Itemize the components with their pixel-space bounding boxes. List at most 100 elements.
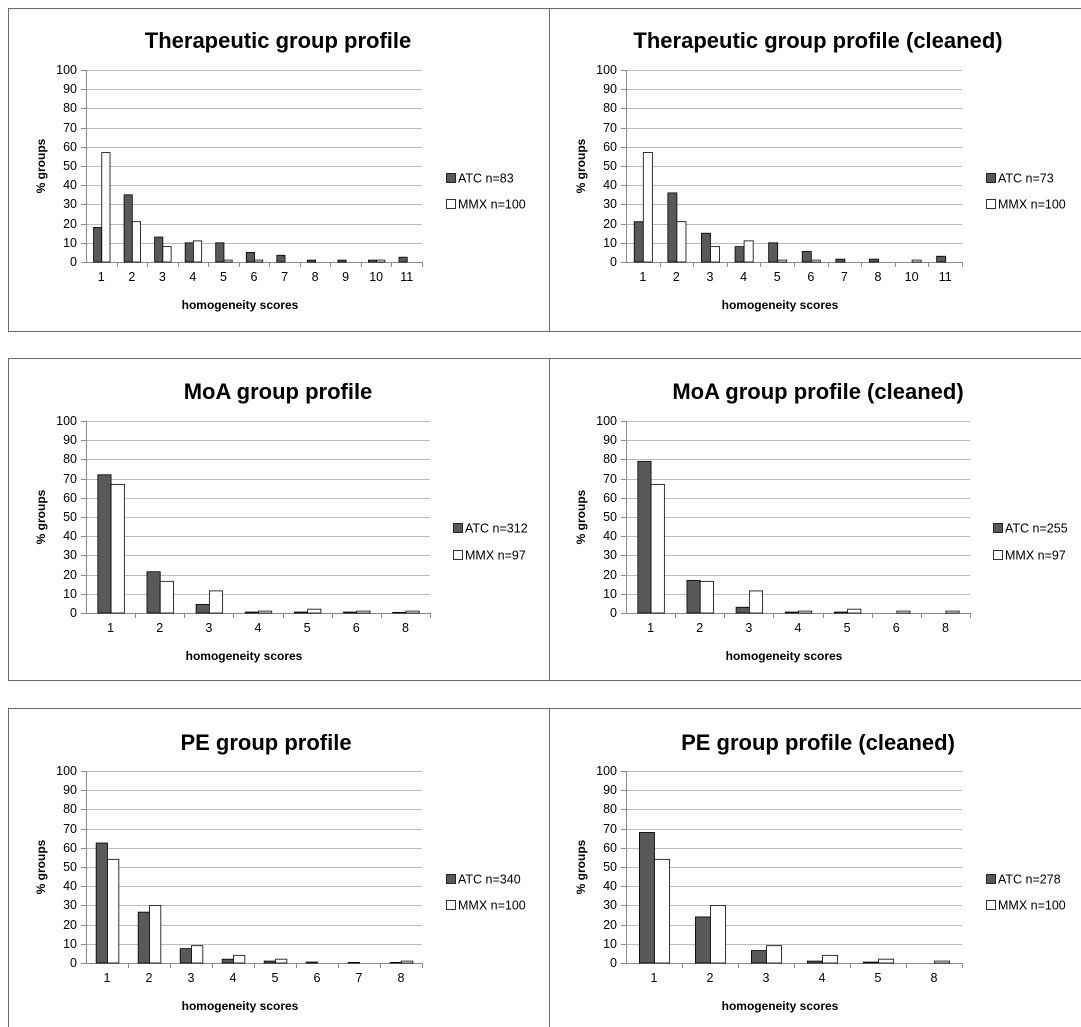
y-tick-label: 100	[56, 414, 77, 428]
panel-frame	[549, 8, 1081, 332]
bar-atc	[734, 246, 745, 263]
y-tick-label: 70	[603, 822, 617, 836]
bar-atc	[337, 259, 347, 263]
y-axis-label: % groups	[574, 138, 588, 193]
legend-swatch-mmx	[993, 550, 1003, 560]
bar-atc	[343, 611, 358, 614]
bar-atc	[638, 832, 655, 964]
x-tick-label: 7	[841, 270, 848, 284]
bar-mmx	[110, 483, 125, 614]
legend-label-mmx: MMX n=97	[1005, 548, 1066, 562]
x-tick-label: 4	[740, 270, 747, 284]
legend-label-mmx: MMX n=97	[465, 548, 526, 562]
bar-mmx	[258, 610, 273, 614]
bar-mmx	[101, 152, 111, 263]
y-tick-label: 70	[603, 121, 617, 135]
y-tick-label: 80	[63, 101, 77, 115]
bar-mmx	[798, 610, 813, 614]
y-tick-label: 20	[603, 918, 617, 932]
bar-atc	[750, 950, 767, 964]
bar-atc	[686, 579, 701, 614]
chart-panel-5: PE group profile 0 10 20 30 40 50 60 70 80 90 100 1 2…	[8, 708, 550, 1027]
y-tick-label: 50	[603, 510, 617, 524]
x-tick-label: 1	[98, 270, 105, 284]
bar-mmx	[356, 610, 371, 614]
chart-title: Therapeutic group profile	[145, 28, 411, 53]
y-tick-label: 60	[63, 140, 77, 154]
x-tick-label: 4	[255, 621, 262, 635]
chart-title: PE group profile (cleaned)	[681, 730, 955, 755]
y-tick-label: 90	[603, 82, 617, 96]
y-tick-label: 60	[603, 841, 617, 855]
x-tick-label: 5	[844, 621, 851, 635]
bar-mmx	[743, 240, 754, 263]
y-tick-label: 80	[63, 452, 77, 466]
legend-label-mmx: MMX n=100	[998, 898, 1066, 912]
legend-swatch-atc	[993, 523, 1003, 533]
y-tick-label: 90	[603, 433, 617, 447]
y-tick-label: 80	[603, 452, 617, 466]
bar-mmx	[159, 580, 174, 614]
x-tick-label: 8	[931, 971, 938, 985]
bar-atc	[154, 236, 164, 263]
y-tick-label: 20	[63, 217, 77, 231]
bar-atc	[633, 221, 644, 263]
y-tick-label: 40	[603, 879, 617, 893]
x-tick-label: 3	[745, 621, 752, 635]
y-tick-label: 100	[596, 63, 617, 77]
legend-swatch-atc	[986, 173, 996, 183]
x-tick-label: 9	[342, 270, 349, 284]
bar-atc	[667, 192, 678, 263]
bar-mmx	[810, 259, 821, 263]
x-tick-label: 2	[146, 971, 153, 985]
bar-atc	[936, 255, 947, 263]
y-tick-label: 50	[63, 510, 77, 524]
legend-swatch-atc	[453, 523, 463, 533]
y-tick-label: 60	[63, 491, 77, 505]
x-tick-label: 8	[942, 621, 949, 635]
y-tick-label: 0	[70, 956, 77, 970]
x-tick-label: 1	[651, 971, 658, 985]
y-tick-label: 90	[603, 783, 617, 797]
bar-mmx	[699, 580, 714, 614]
x-tick-label: 5	[304, 621, 311, 635]
x-tick-label: 2	[696, 621, 703, 635]
legend-label-mmx: MMX n=100	[458, 197, 526, 211]
legend-label-atc: ATC n=312	[465, 521, 528, 535]
bar-atc	[835, 258, 846, 263]
y-axis-label: % groups	[574, 839, 588, 894]
y-tick-label: 0	[610, 956, 617, 970]
chart-panel-4: MoA group profile (cleaned) 0 10 20 30 40 50 60…	[549, 358, 1081, 681]
bar-mmx	[223, 259, 233, 263]
bar-atc	[263, 960, 276, 964]
bar-atc	[801, 251, 812, 263]
bar-mmx	[945, 610, 960, 614]
bar-atc	[146, 571, 161, 614]
bar-atc	[694, 916, 711, 964]
y-tick-label: 40	[63, 529, 77, 543]
bar-atc	[305, 961, 318, 964]
legend-label-atc: ATC n=255	[1005, 521, 1068, 535]
y-tick-label: 90	[63, 82, 77, 96]
bar-atc	[245, 251, 255, 263]
bar-atc	[637, 460, 652, 614]
chart-title: MoA group profile (cleaned)	[672, 379, 963, 404]
x-tick-label: 11	[400, 270, 413, 284]
bar-mmx	[710, 246, 720, 263]
panel-frame	[8, 358, 550, 681]
legend-label-atc: ATC n=83	[458, 171, 514, 185]
legend-swatch-atc	[446, 173, 456, 183]
y-tick-label: 50	[63, 860, 77, 874]
y-tick-label: 0	[610, 255, 617, 269]
x-tick-label: 10	[905, 270, 919, 284]
bar-atc	[195, 603, 210, 614]
chart-title: Therapeutic group profile (cleaned)	[633, 28, 1002, 53]
bar-mmx	[405, 610, 420, 614]
bar-atc	[137, 911, 150, 964]
chart-panel-6: PE group profile (cleaned) 0 10 20 30 40 50 60 7…	[549, 708, 1081, 1027]
y-tick-label: 70	[63, 121, 77, 135]
y-tick-label: 70	[603, 472, 617, 486]
y-tick-label: 80	[63, 802, 77, 816]
legend-swatch-atc	[986, 874, 996, 884]
